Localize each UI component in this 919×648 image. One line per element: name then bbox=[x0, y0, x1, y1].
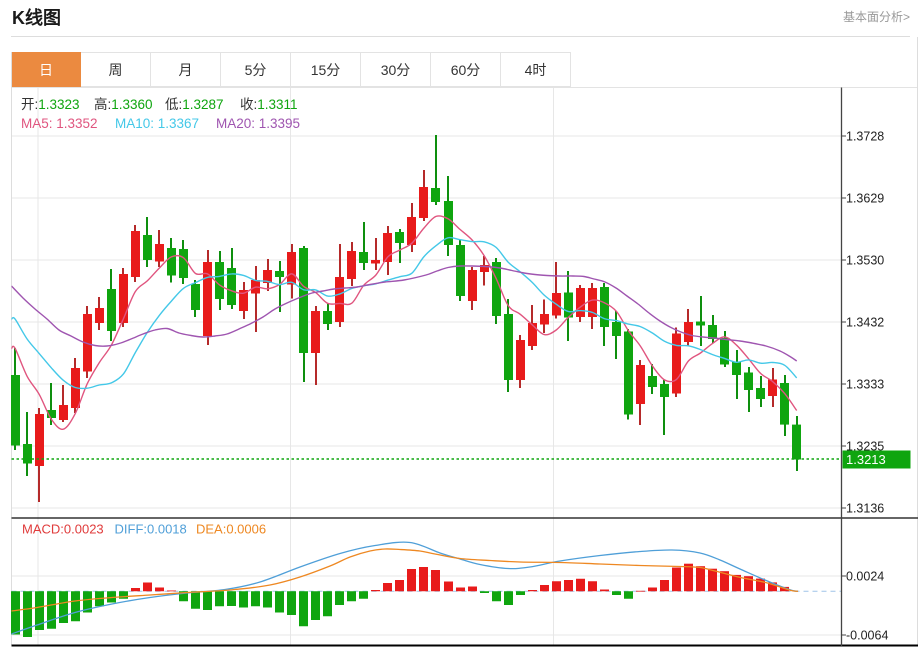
svg-text:-0.0064: -0.0064 bbox=[846, 629, 888, 643]
svg-text:1.3333: 1.3333 bbox=[846, 378, 884, 392]
svg-text:0.0024: 0.0024 bbox=[846, 570, 884, 584]
svg-text:1.3235: 1.3235 bbox=[846, 440, 884, 454]
svg-text:1.3213: 1.3213 bbox=[846, 452, 886, 467]
svg-text:1.3136: 1.3136 bbox=[846, 502, 884, 516]
svg-text:1.3629: 1.3629 bbox=[846, 192, 884, 206]
svg-text:1.3432: 1.3432 bbox=[846, 316, 884, 330]
svg-text:1.3530: 1.3530 bbox=[846, 254, 884, 268]
svg-text:1.3728: 1.3728 bbox=[846, 130, 884, 144]
